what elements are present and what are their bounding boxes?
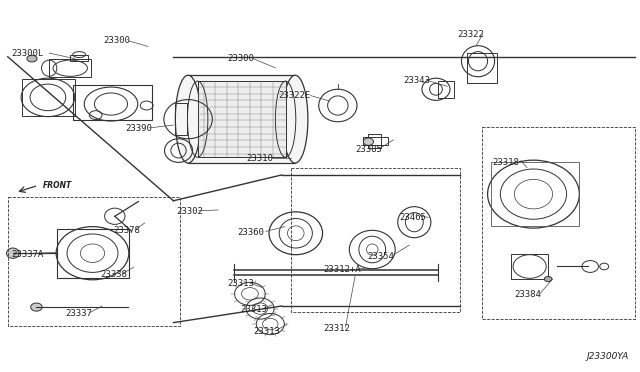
Bar — [198, 81, 285, 157]
Ellipse shape — [175, 75, 201, 163]
Text: 23337A: 23337A — [11, 250, 43, 259]
Text: 23338: 23338 — [100, 270, 127, 279]
Ellipse shape — [6, 248, 19, 259]
Bar — [49, 60, 91, 77]
Bar — [188, 75, 295, 163]
Text: 23313: 23313 — [228, 279, 255, 288]
Bar — [491, 162, 579, 226]
Text: 23300: 23300 — [228, 54, 255, 63]
Text: 23354: 23354 — [368, 251, 395, 261]
Bar — [73, 85, 152, 120]
Text: 23313: 23313 — [241, 305, 268, 314]
Bar — [175, 103, 187, 135]
Ellipse shape — [27, 55, 37, 62]
Text: 23302: 23302 — [177, 207, 204, 217]
Text: 23390: 23390 — [125, 124, 152, 133]
Text: 23322E: 23322E — [278, 91, 311, 100]
Bar — [511, 254, 548, 279]
Bar — [22, 79, 75, 116]
Bar — [58, 229, 129, 278]
Ellipse shape — [31, 303, 42, 311]
Text: 23300: 23300 — [103, 36, 130, 45]
Bar — [364, 137, 388, 145]
Text: FRONT: FRONT — [43, 181, 72, 190]
Text: 23360: 23360 — [237, 228, 264, 237]
Text: 23313: 23313 — [253, 327, 280, 336]
Ellipse shape — [282, 75, 308, 163]
Text: J23300YA: J23300YA — [587, 352, 629, 361]
Text: 23337: 23337 — [65, 309, 92, 318]
Text: 23343: 23343 — [403, 76, 429, 85]
Bar — [369, 134, 381, 148]
Ellipse shape — [544, 276, 552, 282]
Text: 23300L: 23300L — [11, 49, 43, 58]
Bar — [70, 55, 88, 61]
Text: 23318: 23318 — [492, 157, 519, 167]
Text: 23465: 23465 — [399, 213, 426, 222]
Bar — [438, 81, 454, 98]
Text: 23312: 23312 — [323, 324, 350, 333]
Text: 23312+A: 23312+A — [323, 264, 361, 273]
Text: 23310: 23310 — [246, 154, 273, 163]
Bar — [467, 53, 497, 83]
Text: 23378: 23378 — [113, 226, 140, 235]
Text: 23384: 23384 — [515, 291, 541, 299]
Text: 23385: 23385 — [355, 145, 382, 154]
Text: 23322: 23322 — [457, 30, 484, 39]
Ellipse shape — [364, 138, 374, 145]
